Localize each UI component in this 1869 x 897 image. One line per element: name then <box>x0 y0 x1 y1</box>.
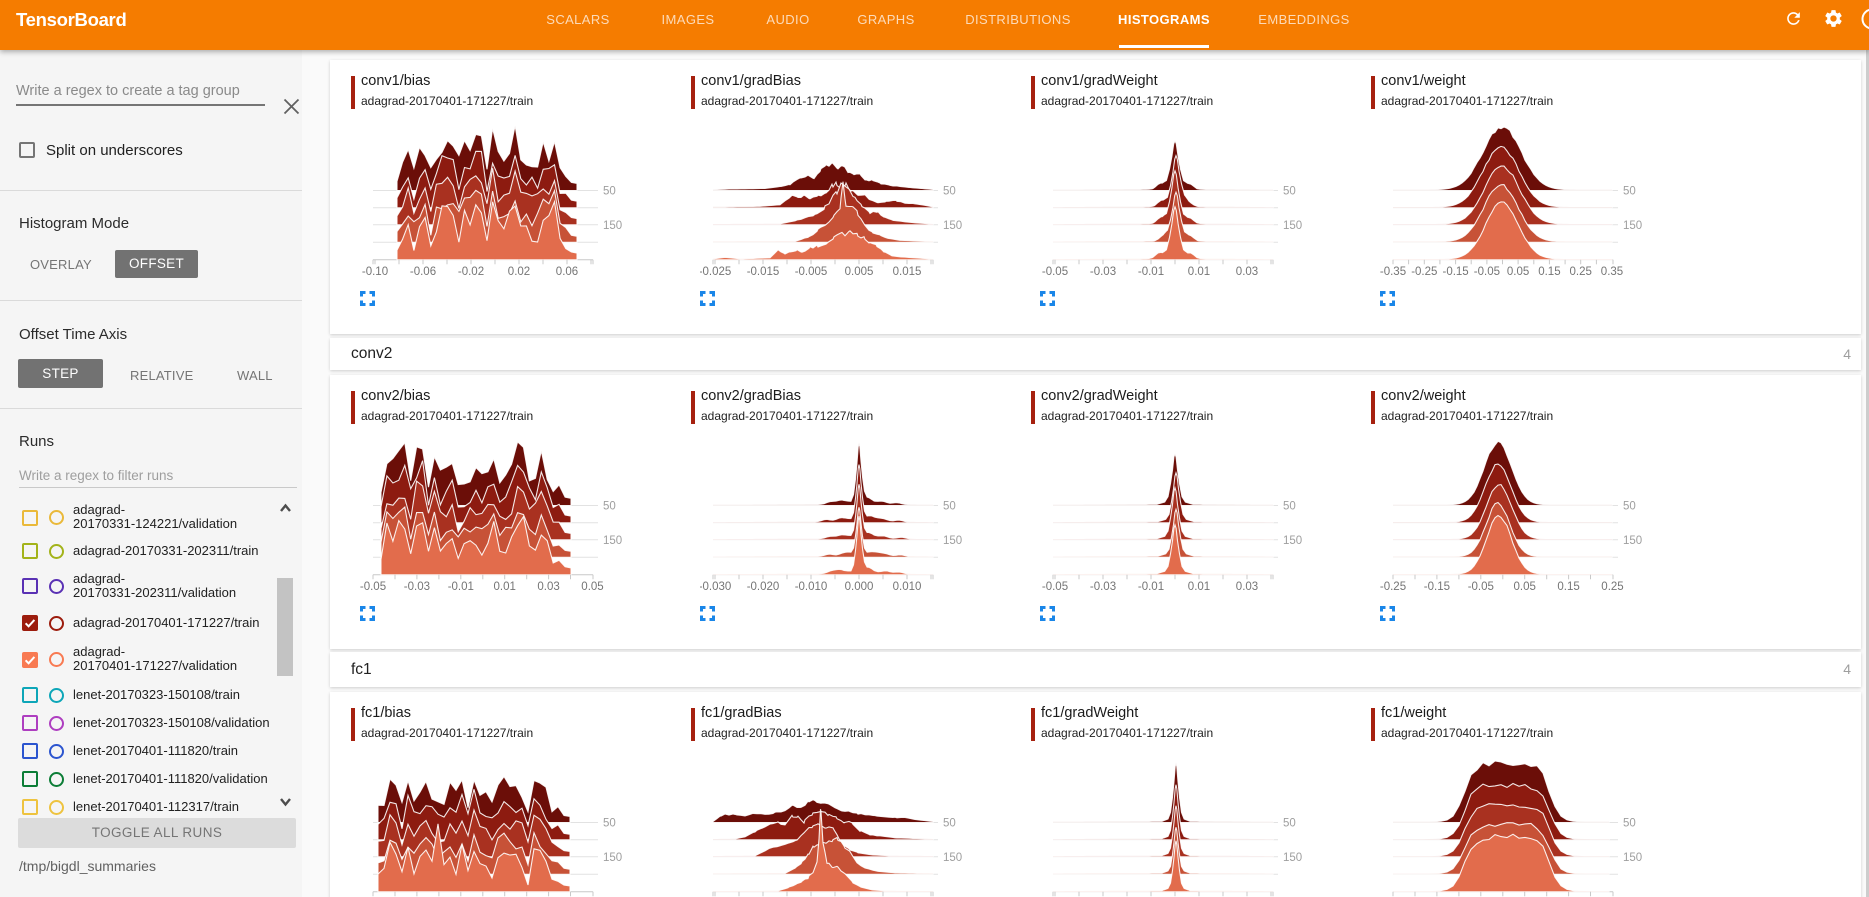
svg-text:150: 150 <box>603 852 622 864</box>
svg-text:-0.03: -0.03 <box>1090 581 1116 593</box>
svg-text:50: 50 <box>1283 186 1296 198</box>
svg-text:-0.025: -0.025 <box>700 266 731 278</box>
svg-text:-0.25: -0.25 <box>1411 266 1437 278</box>
svg-text:-0.030: -0.030 <box>700 581 731 593</box>
svg-text:150: 150 <box>603 535 622 547</box>
svg-text:0.06: 0.06 <box>556 266 578 278</box>
svg-text:50: 50 <box>1623 818 1636 830</box>
svg-text:150: 150 <box>1283 535 1302 547</box>
svg-text:0.01: 0.01 <box>494 581 516 593</box>
svg-text:50: 50 <box>943 501 956 513</box>
svg-text:-0.06: -0.06 <box>410 266 436 278</box>
svg-text:0.35: 0.35 <box>1601 266 1623 278</box>
svg-text:0.000: 0.000 <box>845 581 874 593</box>
svg-text:-0.01: -0.01 <box>1138 581 1164 593</box>
svg-text:50: 50 <box>603 818 616 830</box>
svg-text:-0.05: -0.05 <box>1042 266 1068 278</box>
svg-text:0.05: 0.05 <box>581 581 603 593</box>
svg-text:-0.05: -0.05 <box>1474 266 1500 278</box>
svg-text:50: 50 <box>603 186 616 198</box>
svg-text:-0.25: -0.25 <box>1380 581 1406 593</box>
svg-text:-0.05: -0.05 <box>360 581 386 593</box>
svg-text:150: 150 <box>1623 535 1642 547</box>
svg-text:150: 150 <box>1623 220 1642 232</box>
svg-text:0.02: 0.02 <box>508 266 530 278</box>
svg-text:150: 150 <box>943 852 962 864</box>
svg-text:-0.020: -0.020 <box>747 581 780 593</box>
svg-text:150: 150 <box>1623 852 1642 864</box>
svg-text:0.005: 0.005 <box>845 266 874 278</box>
svg-text:-0.010: -0.010 <box>795 581 828 593</box>
svg-text:-0.005: -0.005 <box>795 266 828 278</box>
svg-text:0.03: 0.03 <box>1236 581 1258 593</box>
svg-text:150: 150 <box>1283 852 1302 864</box>
svg-text:-0.15: -0.15 <box>1424 581 1450 593</box>
svg-text:0.03: 0.03 <box>537 581 559 593</box>
svg-text:-0.15: -0.15 <box>1442 266 1468 278</box>
svg-text:0.01: 0.01 <box>1188 266 1210 278</box>
svg-text:-0.35: -0.35 <box>1380 266 1406 278</box>
svg-text:-0.03: -0.03 <box>1090 266 1116 278</box>
svg-text:-0.10: -0.10 <box>362 266 388 278</box>
svg-text:0.15: 0.15 <box>1538 266 1560 278</box>
svg-text:0.01: 0.01 <box>1188 581 1210 593</box>
svg-text:-0.01: -0.01 <box>448 581 474 593</box>
svg-text:-0.01: -0.01 <box>1138 266 1164 278</box>
svg-text:-0.05: -0.05 <box>1468 581 1494 593</box>
svg-text:50: 50 <box>1623 186 1636 198</box>
svg-text:-0.015: -0.015 <box>747 266 780 278</box>
svg-text:-0.05: -0.05 <box>1042 581 1068 593</box>
svg-text:0.03: 0.03 <box>1236 266 1258 278</box>
svg-text:-0.02: -0.02 <box>458 266 484 278</box>
svg-text:-0.03: -0.03 <box>404 581 430 593</box>
svg-text:50: 50 <box>1623 501 1636 513</box>
svg-text:0.05: 0.05 <box>1507 266 1529 278</box>
svg-text:0.25: 0.25 <box>1601 581 1623 593</box>
svg-text:150: 150 <box>943 535 962 547</box>
svg-text:50: 50 <box>1283 818 1296 830</box>
svg-text:0.010: 0.010 <box>893 581 922 593</box>
svg-text:50: 50 <box>1283 501 1296 513</box>
svg-text:150: 150 <box>603 220 622 232</box>
svg-text:0.25: 0.25 <box>1570 266 1592 278</box>
svg-text:150: 150 <box>1283 220 1302 232</box>
svg-text:150: 150 <box>943 220 962 232</box>
svg-text:50: 50 <box>943 818 956 830</box>
svg-text:0.05: 0.05 <box>1514 581 1536 593</box>
svg-text:0.15: 0.15 <box>1557 581 1579 593</box>
svg-text:0.015: 0.015 <box>893 266 922 278</box>
svg-text:50: 50 <box>943 186 956 198</box>
svg-text:50: 50 <box>603 501 616 513</box>
